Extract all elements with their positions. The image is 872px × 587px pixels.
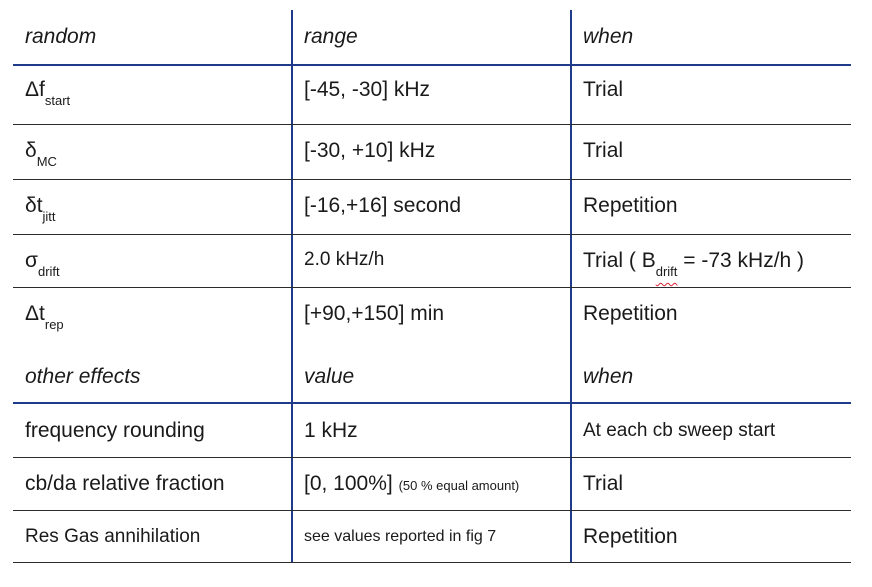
symbol-cell: Δfstart: [25, 78, 71, 108]
range-cell: 2.0 kHz/h: [304, 249, 385, 270]
random-section: random range when Δfstart [-45, -30] kHz…: [13, 10, 851, 348]
table-row: Δfstart [-45, -30] kHz Trial: [13, 66, 851, 125]
header-range: range: [304, 25, 358, 48]
range-cell: [-30, +10] kHz: [304, 139, 436, 162]
table-row: σdrift 2.0 kHz/h Trial ( Bdrift = -73 kH…: [13, 235, 851, 288]
when-cell: Repetition: [583, 302, 678, 325]
header-random: random: [25, 25, 97, 48]
symbol-cell: σdrift: [25, 249, 60, 279]
symbol-cell: δMC: [25, 139, 57, 169]
column-divider: [570, 348, 572, 563]
effect-cell: cb/da relative fraction: [25, 472, 225, 495]
header-row: random range when: [13, 10, 851, 66]
when-cell: Repetition: [583, 194, 678, 217]
symbol-cell: Δtrep: [25, 302, 64, 332]
range-cell: [-45, -30] kHz: [304, 78, 431, 101]
symbol-cell: δtjitt: [25, 194, 56, 224]
header-when: when: [583, 365, 634, 388]
value-cell: see values reported in fig 7: [304, 527, 497, 545]
table-row: Δtrep [+90,+150] min Repetition: [13, 288, 851, 348]
table-row: Res Gas annihilation see values reported…: [13, 511, 851, 563]
header-row: other effects value when: [13, 348, 851, 404]
when-cell: Trial: [583, 78, 624, 101]
table-row: frequency rounding 1 kHz At each cb swee…: [13, 404, 851, 458]
effect-cell: frequency rounding: [25, 418, 205, 442]
table-row: cb/da relative fraction [0, 100%] (50 % …: [13, 458, 851, 511]
header-value: value: [304, 365, 355, 388]
when-cell: Trial ( Bdrift = -73 kHz/h ): [583, 249, 805, 279]
range-cell: [-16,+16] second: [304, 194, 462, 217]
other-effects-section: other effects value when frequency round…: [13, 348, 851, 563]
when-cell: Trial: [583, 472, 624, 495]
range-cell: [+90,+150] min: [304, 302, 445, 325]
column-divider: [291, 348, 293, 563]
effect-cell: Res Gas annihilation: [25, 525, 201, 547]
table-row: δMC [-30, +10] kHz Trial: [13, 125, 851, 180]
when-cell: Trial: [583, 139, 624, 162]
header-other-effects: other effects: [25, 365, 141, 388]
when-cell: Repetition: [583, 524, 678, 548]
table-row: δtjitt [-16,+16] second Repetition: [13, 180, 851, 235]
value-cell: 1 kHz: [304, 418, 358, 442]
when-cell: At each cb sweep start: [583, 419, 776, 441]
value-cell: [0, 100%] (50 % equal amount): [304, 472, 520, 495]
parameter-table: random range when Δfstart [-45, -30] kHz…: [13, 10, 851, 563]
header-when: when: [583, 25, 634, 48]
